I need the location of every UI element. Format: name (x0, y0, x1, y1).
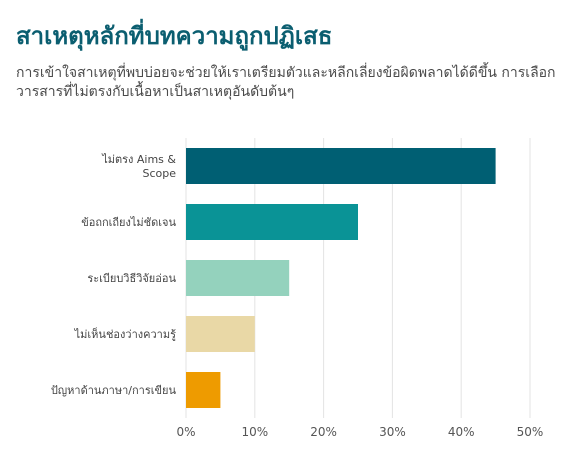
x-tick-label: 50% (517, 425, 544, 439)
chart-subtitle: การเข้าใจสาเหตุที่พบบ่อยจะช่วยให้เราเตรี… (16, 65, 556, 100)
bar[interactable] (186, 372, 221, 408)
bar[interactable] (186, 316, 255, 352)
category-label: ไม่เห็นช่องว่างความรู้ (74, 327, 176, 341)
bar[interactable] (186, 148, 496, 184)
x-tick-label: 30% (379, 425, 406, 439)
category-label: ข้อถกเถียงไม่ชัดเจน (81, 216, 176, 229)
x-tick-label: 10% (241, 425, 268, 439)
bar[interactable] (186, 260, 290, 296)
x-tick-label: 20% (310, 425, 337, 439)
category-label: ปัญหาด้านภาษา/การเขียน (51, 384, 177, 397)
category-label: ไม่ตรง Aims & Scope (101, 153, 176, 180)
bar[interactable] (186, 204, 358, 240)
category-label: ระเบียบวิธีวิจัยอ่อน (87, 272, 176, 285)
x-tick-label: 0% (176, 425, 195, 439)
x-tick-label: 40% (448, 425, 475, 439)
chart-title: สาเหตุหลักที่บทความถูกปฏิเสธ (16, 22, 333, 50)
